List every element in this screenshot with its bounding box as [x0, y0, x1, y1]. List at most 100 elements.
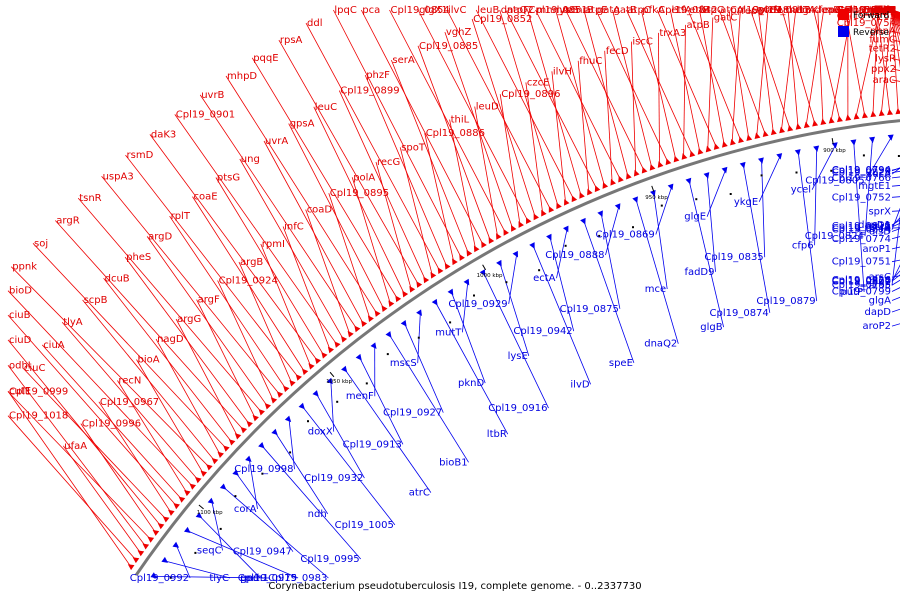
forward-gene-feature [541, 209, 547, 217]
reverse-gene-feature [385, 331, 392, 338]
gene-leader-line [32, 243, 226, 448]
forward-gene-feature [837, 115, 843, 123]
forward-gene-label: atpD [872, 5, 896, 16]
forward-gene-feature [853, 113, 860, 120]
reverse-gene-label: arsC [869, 272, 891, 283]
forward-gene-feature [444, 262, 451, 270]
gene-leader-line [707, 17, 714, 149]
reverse-gene-label: Cpl19_0795 [832, 280, 891, 291]
forward-gene-label: uppS1 [864, 5, 896, 16]
forward-gene-label: Cpl19_0996 [82, 419, 141, 430]
forward-gene-label: Cpl19_0885 [419, 41, 478, 52]
gene-leader-line [683, 24, 686, 157]
forward-gene-label: scpB [84, 295, 108, 306]
gene-leader-line [7, 390, 131, 567]
reverse-gene-label: Cpl19_0790 [832, 166, 891, 177]
gene-leader-line [499, 263, 530, 357]
gene-leader-line [80, 423, 156, 532]
feature-marker [729, 193, 732, 195]
gene-leader-line [474, 106, 498, 236]
forward-gene-label: glpX [874, 5, 896, 16]
forward-gene-label: lysG [557, 5, 579, 16]
gene-leader-line [505, 9, 597, 189]
legend-reverse-label: Reverse [853, 28, 890, 38]
forward-gene-feature [770, 128, 777, 136]
gene-leader-line [817, 9, 824, 122]
gene-leader-line [225, 75, 377, 313]
forward-gene-label: ciuB [9, 310, 31, 321]
forward-gene-label: Cpl19_0842 [658, 5, 717, 16]
forward-gene-label: phnA [870, 26, 896, 37]
reverse-gene-label: ndh [308, 509, 327, 520]
forward-gene-feature [862, 111, 868, 119]
forward-gene-label: prfA [875, 5, 896, 16]
reverse-gene-feature [271, 428, 278, 436]
forward-gene-feature [195, 477, 202, 484]
forward-gene-feature [452, 258, 458, 266]
feature-marker [365, 382, 368, 385]
forward-gene-feature [409, 285, 416, 293]
gene-leader-line [699, 9, 725, 144]
reverse-gene-feature [232, 469, 239, 476]
forward-gene-label: gatA [597, 5, 620, 16]
reverse-gene-feature [614, 203, 621, 210]
forward-gene-label: Cpl19_0803 [837, 5, 896, 16]
reverse-gene-label: ycel [791, 185, 811, 196]
forward-gene-label: rrmA [871, 5, 896, 16]
forward-gene-feature [649, 163, 656, 171]
genome-backbone [134, 119, 900, 576]
gene-leader-line [604, 50, 613, 182]
reverse-gene-label: bioB1 [439, 457, 467, 468]
gene-leader-line [761, 160, 766, 258]
gene-leader-line [199, 94, 357, 329]
reverse-gene-label: Cpl19_0824 [805, 231, 864, 242]
reverse-gene-label: cfp6 [792, 240, 814, 251]
reverse-gene-feature [416, 309, 422, 316]
reverse-gene-label: pknD [458, 378, 484, 389]
forward-gene-label: tetR2 [869, 44, 896, 55]
forward-gene-feature [132, 557, 140, 564]
reverse-gene-label: Cpl19_0828 [832, 168, 891, 179]
feature-marker [862, 154, 865, 157]
reverse-gene-feature [150, 572, 158, 579]
forward-gene-label: ciuD [9, 335, 32, 346]
forward-gene-feature [184, 489, 191, 497]
forward-gene-label: atpF [507, 5, 529, 16]
forward-gene-feature [402, 290, 409, 298]
forward-gene-feature [722, 141, 728, 148]
forward-gene-label: uvrA [265, 136, 288, 147]
gene-leader-line [344, 369, 432, 493]
reverse-gene-feature [207, 497, 215, 504]
reverse-gene-feature [649, 189, 656, 197]
forward-gene-label: glgX1 [419, 5, 448, 16]
forward-gene-label: dapC [870, 5, 896, 16]
forward-gene-feature [730, 138, 736, 146]
forward-gene-feature [459, 254, 465, 261]
reverse-gene-label: glgA [869, 296, 891, 307]
forward-gene-label: Cpl19_0768 [837, 5, 896, 16]
gene-leader-line [98, 401, 171, 512]
forward-gene-label: ligA [797, 5, 816, 16]
forward-gene-label: daK3 [151, 129, 176, 140]
forward-gene-feature [845, 114, 852, 121]
forward-gene-label: mutT [783, 5, 810, 16]
forward-gene-feature [327, 346, 335, 354]
feature-marker [219, 527, 222, 530]
feature-marker [564, 244, 567, 247]
reverse-gene-label: doxX [308, 427, 333, 438]
gene-leader-line [278, 39, 419, 284]
gene-leader-line [891, 9, 900, 31]
forward-gene-label: gpsA [290, 119, 315, 130]
gene-leader-line [891, 9, 900, 47]
forward-gene-feature [779, 126, 786, 134]
gene-leader-line [577, 60, 590, 192]
reverse-gene-feature [284, 415, 292, 423]
forward-gene-feature [738, 136, 745, 144]
forward-gene-label: argS [873, 5, 896, 16]
forward-gene-label: argF [198, 295, 220, 306]
gene-leader-line [211, 501, 223, 551]
forward-gene-label: argG [177, 314, 201, 325]
reverse-gene-label: ltbR [487, 429, 507, 440]
gene-leader-line [7, 339, 161, 526]
gene-leader-line [359, 357, 404, 445]
